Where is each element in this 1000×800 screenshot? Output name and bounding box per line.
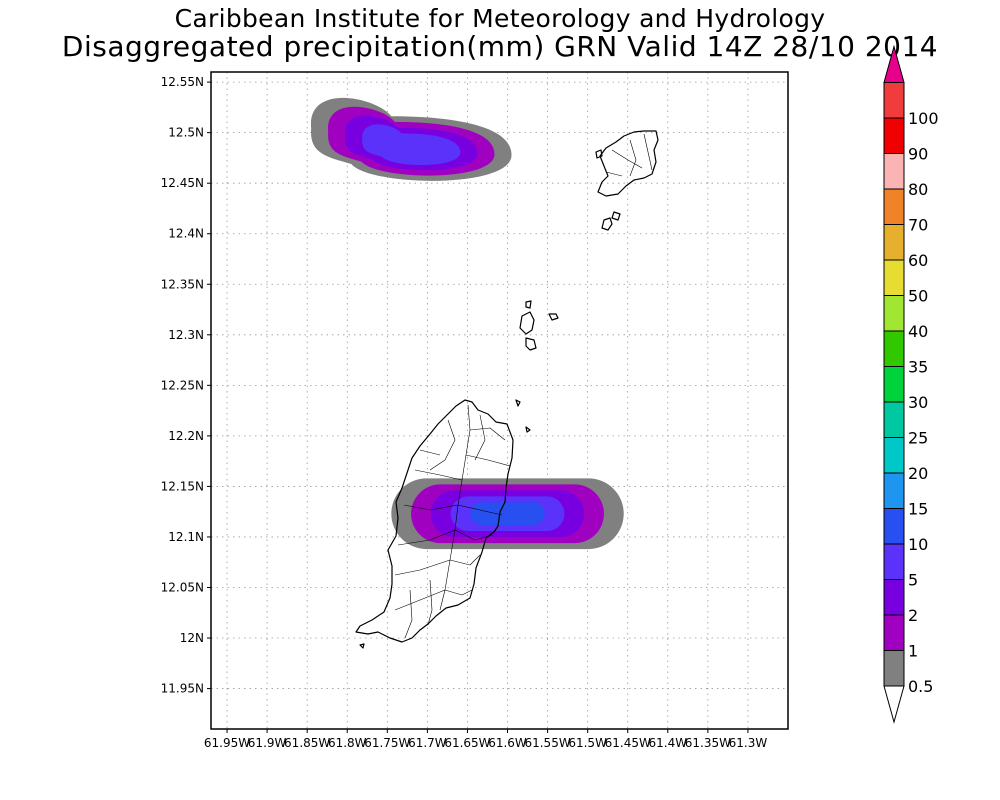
lat-tick-label: 12.1N [168, 530, 204, 544]
colorbar-swatch [883, 472, 905, 509]
colorbar-swatch [883, 437, 905, 474]
lon-tick-label: 61.95W [204, 736, 250, 750]
south-cell [391, 478, 624, 550]
lon-tick-label: 61.5W [568, 736, 607, 750]
lat-tick-label: 12.35N [161, 277, 204, 291]
colorbar-swatch [883, 650, 905, 687]
latitude-labels: 12.55N 12.5N 12.45N 12.4N 12.35N 12.3N 12.25N 1… [161, 75, 211, 696]
colorbar-swatch [883, 188, 905, 225]
longitude-labels: 61.95W61.9W61.85W61.8W61.75W61.7W61.65W6… [204, 729, 767, 750]
lat-tick-label: 12.45N [161, 176, 204, 190]
lon-tick-label: 61.35W [685, 736, 731, 750]
map-frame [210, 71, 789, 730]
institution-title: Caribbean Institute for Meteorology and … [174, 4, 826, 33]
colorbar-label: 30 [908, 393, 928, 412]
precipitation-layer [310, 97, 624, 550]
islet-e-outline [515, 399, 521, 407]
islet-g-outline [359, 643, 365, 649]
lon-tick-label: 61.75W [364, 736, 410, 750]
colorbar-swatch [883, 330, 905, 367]
colorbar-label: 80 [908, 180, 928, 199]
colorbar-label: 15 [908, 500, 928, 519]
colorbar-label: 40 [908, 322, 928, 341]
colorbar-swatch [883, 224, 905, 261]
lon-tick-label: 61.45W [605, 736, 651, 750]
colorbar-label: 35 [908, 358, 928, 377]
colorbar-label: 1 [908, 642, 918, 661]
colorbar-swatch [883, 117, 905, 154]
colorbar-swatch [883, 366, 905, 403]
colorbar-label: 10 [908, 535, 928, 554]
lon-tick-label: 61.6W [488, 736, 527, 750]
lat-tick-label: 12.5N [168, 126, 204, 140]
colorbar-swatch [883, 295, 905, 332]
petite-martinique-outline [601, 217, 613, 231]
colorbar-swatch [883, 614, 905, 651]
colorbar-label: 0.5 [908, 677, 933, 696]
lon-tick-label: 61.85W [284, 736, 330, 750]
grenada-island-outline [355, 399, 514, 643]
lon-tick-label: 61.7W [408, 736, 447, 750]
lat-tick-label: 12N [180, 631, 204, 645]
lat-tick-label: 12.4N [168, 227, 204, 241]
colorbar-swatch [883, 82, 905, 119]
lat-tick-label: 12.55N [161, 75, 204, 89]
lat-tick-label: 12.3N [168, 328, 204, 342]
colorbar-label: 70 [908, 216, 928, 235]
precip-contour-10 [470, 502, 545, 526]
colorbar-swatch [883, 401, 905, 438]
islet-a-outline [611, 211, 621, 221]
lon-tick-label: 61.9W [248, 736, 287, 750]
grenadine-islet-b-outline [525, 337, 537, 351]
colorbar-swatch [883, 508, 905, 545]
product-title: Disaggregated precipitation(mm) GRN Vali… [61, 30, 939, 63]
lon-tick-label: 61.55W [524, 736, 570, 750]
colorbar-swatch [883, 543, 905, 580]
colorbar-swatch [883, 153, 905, 190]
colorbar-swatch [883, 579, 905, 616]
colorbar-label: 50 [908, 287, 928, 306]
colorbar-label: 2 [908, 606, 918, 625]
lat-tick-label: 11.95N [161, 682, 204, 696]
grenadine-islet-c-outline [525, 300, 532, 309]
lon-tick-label: 61.4W [648, 736, 687, 750]
lon-tick-label: 61.8W [328, 736, 367, 750]
lat-tick-label: 12.05N [161, 580, 204, 594]
carriacou-island-outline [597, 130, 659, 197]
colorbar-under-triangle [883, 685, 905, 724]
map-background [211, 72, 788, 729]
colorbar-swatch [883, 259, 905, 296]
grenada-parish-boundaries [394, 404, 511, 639]
lat-tick-label: 12.25N [161, 378, 204, 392]
lon-tick-label: 61.3W [729, 736, 768, 750]
lon-tick-label: 61.65W [444, 736, 490, 750]
north-cell [310, 97, 512, 181]
islet-f-outline [525, 426, 531, 433]
colorbar-label: 20 [908, 464, 928, 483]
colorbar-over-triangle [883, 44, 905, 83]
colorbar-label: 100 [908, 109, 939, 128]
carriacou-boundaries [605, 133, 653, 177]
islet-b-outline [595, 149, 603, 159]
colorbar-label: 90 [908, 145, 928, 164]
precip-contour-5 [362, 124, 461, 166]
colorbar-label: 5 [908, 571, 918, 590]
coastline-layer [355, 130, 659, 649]
lat-tick-label: 12.2N [168, 429, 204, 443]
grenadine-islet-a-outline [519, 311, 535, 335]
colorbar-label: 25 [908, 429, 928, 448]
grenadine-islet-d-outline [548, 313, 559, 321]
lat-tick-label: 12.15N [161, 479, 204, 493]
colorbar-label: 60 [908, 251, 928, 270]
